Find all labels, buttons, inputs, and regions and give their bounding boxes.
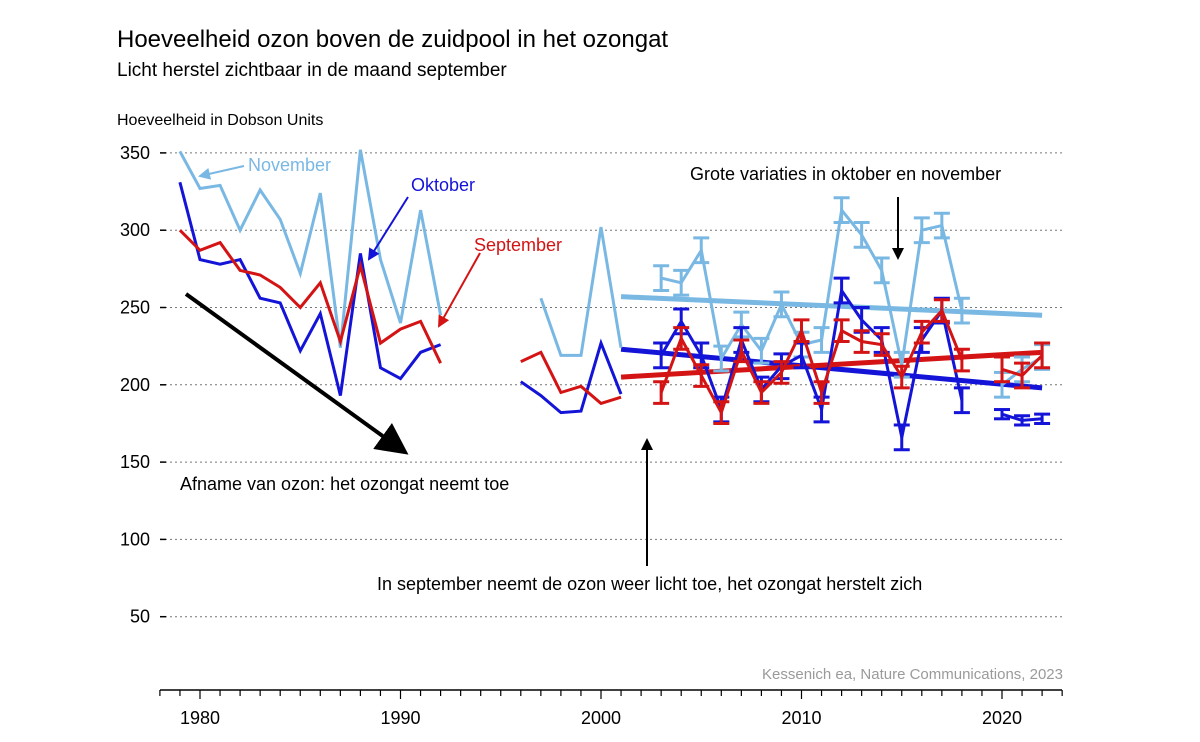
error-bar-november [913, 216, 930, 245]
y-tick-label: 150 [120, 452, 150, 472]
error-bar-september [873, 332, 890, 357]
error-bar-november [673, 268, 690, 297]
error-bar-september [1014, 361, 1031, 390]
legend-label-november: November [248, 155, 331, 175]
x-tick-label: 2010 [781, 708, 821, 728]
annotation-variations: Grote variaties in oktober en november [690, 164, 1001, 184]
error-bar-oktober [953, 386, 970, 415]
x-tick-label: 1980 [180, 708, 220, 728]
error-bar-september [713, 400, 730, 425]
error-bar-september [693, 363, 710, 388]
series-line-november [660, 206, 964, 366]
annotation-recovery: In september neemt de ozon weer licht to… [377, 574, 922, 594]
error-bar-september [1034, 341, 1051, 370]
series-line-september [659, 307, 964, 417]
x-tick-label: 2020 [982, 708, 1022, 728]
decline-arrow [184, 292, 409, 455]
error-bar-november [653, 264, 670, 292]
chart-title: Hoeveelheid ozon boven de zuidpool in he… [117, 26, 669, 53]
trend-line-november [620, 294, 1043, 318]
error-bar-november [873, 256, 890, 285]
error-bar-november [933, 211, 950, 240]
error-bar-november [813, 326, 830, 354]
error-bar-september [913, 319, 930, 345]
y-axis-label: Hoeveelheid in Dobson Units [117, 112, 324, 129]
error-bar-september [994, 355, 1010, 384]
error-bar-september [853, 329, 870, 354]
y-tick-label: 50 [130, 607, 150, 627]
y-tick-label: 100 [120, 529, 150, 549]
error-bar-september [773, 360, 790, 385]
error-bar-september [833, 318, 850, 344]
x-tick-label: 1990 [380, 708, 420, 728]
y-tick-label: 200 [120, 375, 150, 395]
error-bar-september [933, 298, 950, 323]
error-bar-november [713, 344, 730, 373]
error-bar-september [953, 347, 970, 373]
error-bar-oktober [1034, 412, 1051, 425]
legend-label-oktober: Oktober [411, 175, 475, 195]
series-line-november [178, 149, 443, 348]
chart-subtitle: Licht herstel zichtbaar in de maand sept… [117, 60, 507, 81]
error-bar-oktober [994, 408, 1010, 421]
series-line-oktober [178, 181, 442, 396]
error-bar-oktober [893, 423, 910, 452]
y-tick-label: 350 [120, 143, 150, 163]
error-bar-september [793, 318, 810, 344]
november-label-arrow [198, 165, 245, 180]
september-label-arrow [438, 252, 481, 328]
series-line-september [520, 350, 622, 406]
legend-label-september: September [474, 235, 562, 255]
error-bar-november [693, 236, 710, 265]
series-line-november [539, 226, 623, 357]
error-bar-oktober [833, 276, 850, 305]
error-bar-september [753, 380, 770, 405]
error-bar-oktober [1014, 414, 1031, 427]
y-tick-label: 300 [120, 220, 150, 240]
error-bar-november [953, 296, 970, 325]
error-bar-november [753, 336, 770, 365]
error-bar-september [653, 380, 670, 405]
series-line-september [178, 229, 442, 364]
annotation-decline: Afname van ozon: het ozongat neemt toe [180, 474, 509, 494]
error-bar-september [813, 380, 830, 405]
error-bar-november [773, 290, 790, 319]
source-credit: Kessenich ea, Nature Communications, 202… [762, 666, 1063, 683]
error-bar-oktober [653, 341, 670, 370]
y-tick-label: 250 [120, 298, 150, 318]
x-tick-label: 2000 [581, 708, 621, 728]
oktober-label-arrow [367, 196, 409, 261]
error-bar-september [733, 338, 750, 364]
series-line-oktober [659, 286, 964, 438]
error-bar-september [673, 326, 690, 351]
error-bar-september [893, 364, 910, 390]
error-bar-november [833, 196, 850, 224]
error-bar-november [853, 220, 870, 249]
series-line-oktober [519, 338, 623, 415]
